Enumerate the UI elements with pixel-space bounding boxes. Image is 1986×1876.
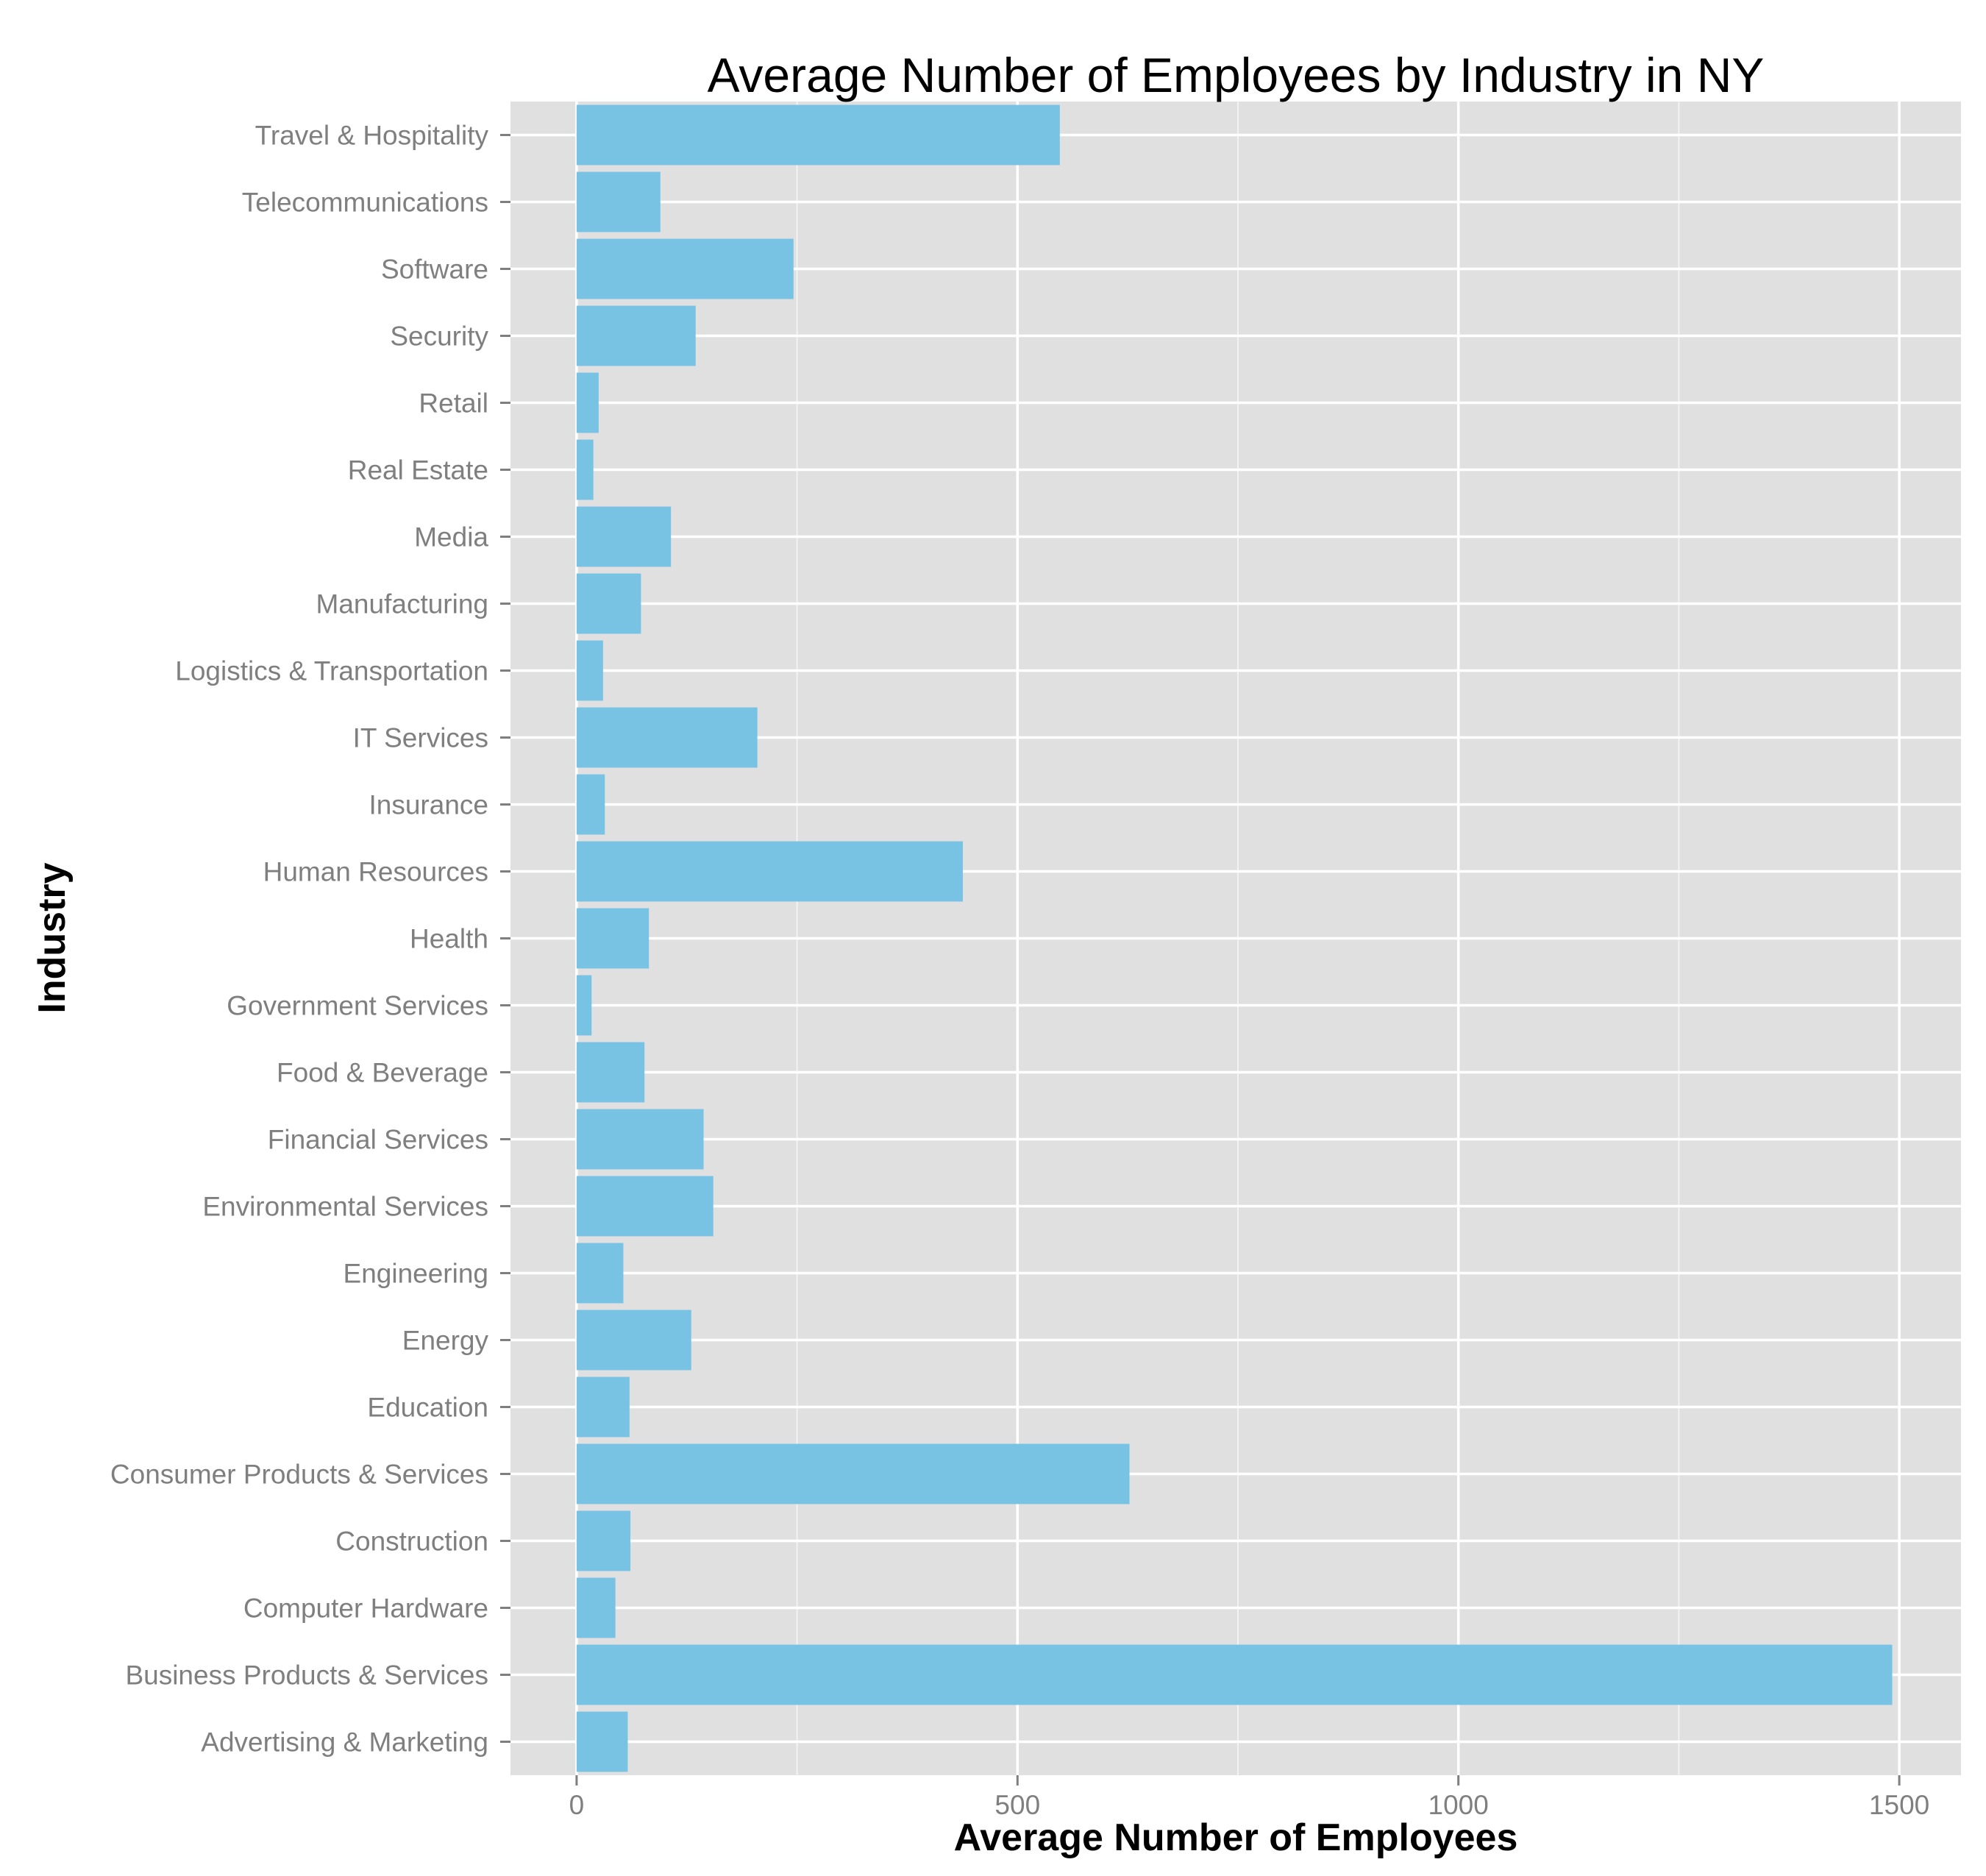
bar <box>576 707 758 768</box>
y-tick-label: IT Services <box>353 723 488 753</box>
y-tick-label: Environmental Services <box>202 1192 488 1222</box>
bar <box>576 439 594 500</box>
bars <box>576 104 1893 1772</box>
bar <box>576 1310 691 1371</box>
y-tick-label: Government Services <box>227 991 488 1021</box>
bar <box>576 1042 645 1103</box>
y-tick-label: Health <box>410 924 488 954</box>
y-tick-label: Logistics & Transportation <box>175 656 488 686</box>
y-tick-label: Software <box>381 255 488 285</box>
chart-title: Average Number of Employees by Industry … <box>708 48 1765 102</box>
y-tick-label: Financial Services <box>268 1125 488 1155</box>
bar <box>576 1176 713 1237</box>
bar <box>576 975 592 1036</box>
y-tick-label: Construction <box>335 1527 488 1557</box>
y-tick-label: Education <box>367 1393 488 1423</box>
bar <box>576 1577 616 1638</box>
y-tick-label: Real Estate <box>348 455 488 486</box>
y-tick-label: Consumer Products & Services <box>110 1460 488 1490</box>
bar <box>576 774 605 835</box>
bar <box>576 1711 628 1772</box>
y-tick-label: Food & Beverage <box>277 1058 488 1088</box>
bar <box>576 104 1060 166</box>
y-tick-label: Media <box>414 522 488 553</box>
y-tick-label: Telecommunications <box>242 188 488 218</box>
x-axis-title: Average Number of Employees <box>954 1816 1518 1859</box>
y-axis: Advertising & Marketing Business Products… <box>110 121 510 1758</box>
bar <box>576 305 696 366</box>
x-tick-label: 1000 <box>1428 1790 1489 1820</box>
x-tick-label: 500 <box>994 1790 1040 1820</box>
y-tick-label: Insurance <box>369 790 489 820</box>
y-tick-label: Engineering <box>344 1259 488 1289</box>
bar <box>576 171 661 232</box>
y-tick-label: Computer Hardware <box>243 1593 488 1624</box>
bar <box>576 573 641 634</box>
y-tick-label: Security <box>390 321 488 352</box>
y-tick-label: Retail <box>419 388 488 419</box>
y-tick-label: Advertising & Marketing <box>201 1727 488 1758</box>
bar <box>576 506 672 567</box>
bar <box>576 841 963 902</box>
x-tick-label: 1500 <box>1869 1790 1929 1820</box>
bar <box>576 1109 704 1170</box>
x-tick-label: 0 <box>569 1790 585 1820</box>
y-tick-label: Travel & Hospitality <box>255 121 489 151</box>
bar <box>576 1376 630 1438</box>
bar <box>576 1644 1893 1705</box>
x-axis: 0 500 1000 1500 <box>569 1775 1929 1820</box>
bar <box>576 372 599 433</box>
bar <box>576 1510 631 1571</box>
y-tick-label: Business Products & Services <box>125 1660 488 1691</box>
bar <box>576 1243 624 1304</box>
bar <box>576 238 794 299</box>
y-tick-label: Manufacturing <box>316 589 488 619</box>
y-axis-title: Industry <box>31 862 74 1013</box>
bar <box>576 908 649 969</box>
bar <box>576 640 603 701</box>
bar <box>576 1443 1130 1504</box>
y-tick-label: Human Resources <box>263 857 488 887</box>
y-tick-label: Energy <box>402 1326 489 1356</box>
